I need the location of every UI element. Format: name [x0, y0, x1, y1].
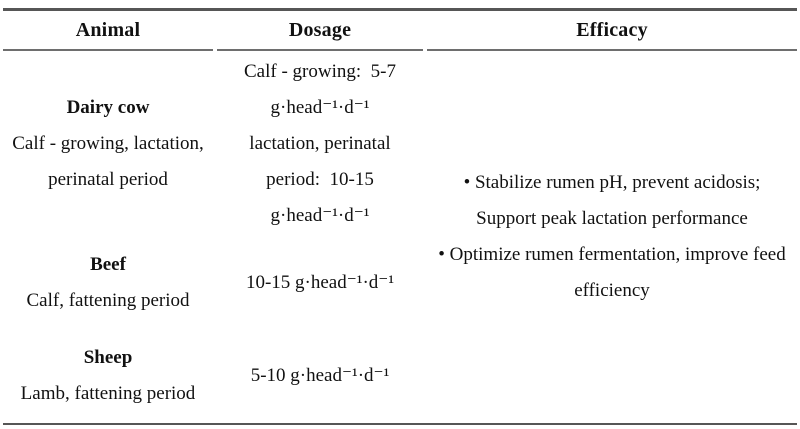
- table-header-row: Animal Dosage Efficacy: [3, 11, 797, 51]
- efficacy-bullet-line: • Optimize rumen fermentation, improve f…: [438, 244, 786, 265]
- dosage-cell-dairy-cow: Calf - growing: 5-7 g·head⁻¹·d⁻¹ lactati…: [217, 51, 423, 237]
- dosage-line: 5-10 g·head⁻¹·d⁻¹: [250, 365, 390, 386]
- animal-detail-line: Lamb, fattening period: [20, 383, 196, 404]
- efficacy-bullet-line: • Stabilize rumen pH, prevent acidosis;: [463, 172, 761, 193]
- dosage-line: period: 10-15: [266, 169, 374, 190]
- animal-name: Beef: [90, 254, 126, 275]
- table-body: Dairy cow Calf - growing, lactation, per…: [3, 51, 797, 423]
- dosage-line: 10-15 g·head⁻¹·d⁻¹: [245, 272, 395, 293]
- column-header-efficacy: Efficacy: [427, 11, 797, 51]
- animal-name: Dairy cow: [66, 97, 150, 118]
- dosage-efficacy-table: Animal Dosage Efficacy Dairy cow Calf - …: [3, 8, 797, 425]
- animal-cell-sheep: Sheep Lamb, fattening period: [3, 329, 213, 423]
- dosage-cell-beef: 10-15 g·head⁻¹·d⁻¹: [217, 237, 423, 329]
- animal-name: Sheep: [83, 347, 133, 368]
- efficacy-cell: • Stabilize rumen pH, prevent acidosis; …: [427, 51, 797, 423]
- animal-cell-beef: Beef Calf, fattening period: [3, 237, 213, 329]
- dosage-line: g·head⁻¹·d⁻¹: [270, 97, 370, 118]
- animal-detail-line: perinatal period: [48, 169, 168, 190]
- animal-detail-line: Calf, fattening period: [26, 290, 190, 311]
- efficacy-continuation-line: efficiency: [574, 280, 650, 301]
- dosage-line: Calf - growing: 5-7: [244, 61, 396, 82]
- dosage-line: lactation, perinatal: [249, 133, 391, 154]
- column-header-dosage: Dosage: [217, 11, 423, 51]
- dosage-cell-sheep: 5-10 g·head⁻¹·d⁻¹: [217, 329, 423, 423]
- animal-cell-dairy-cow: Dairy cow Calf - growing, lactation, per…: [3, 51, 213, 237]
- column-header-animal: Animal: [3, 11, 213, 51]
- efficacy-continuation-line: Support peak lactation performance: [476, 208, 748, 229]
- dosage-line: g·head⁻¹·d⁻¹: [270, 205, 370, 226]
- animal-detail-line: Calf - growing, lactation,: [12, 133, 204, 154]
